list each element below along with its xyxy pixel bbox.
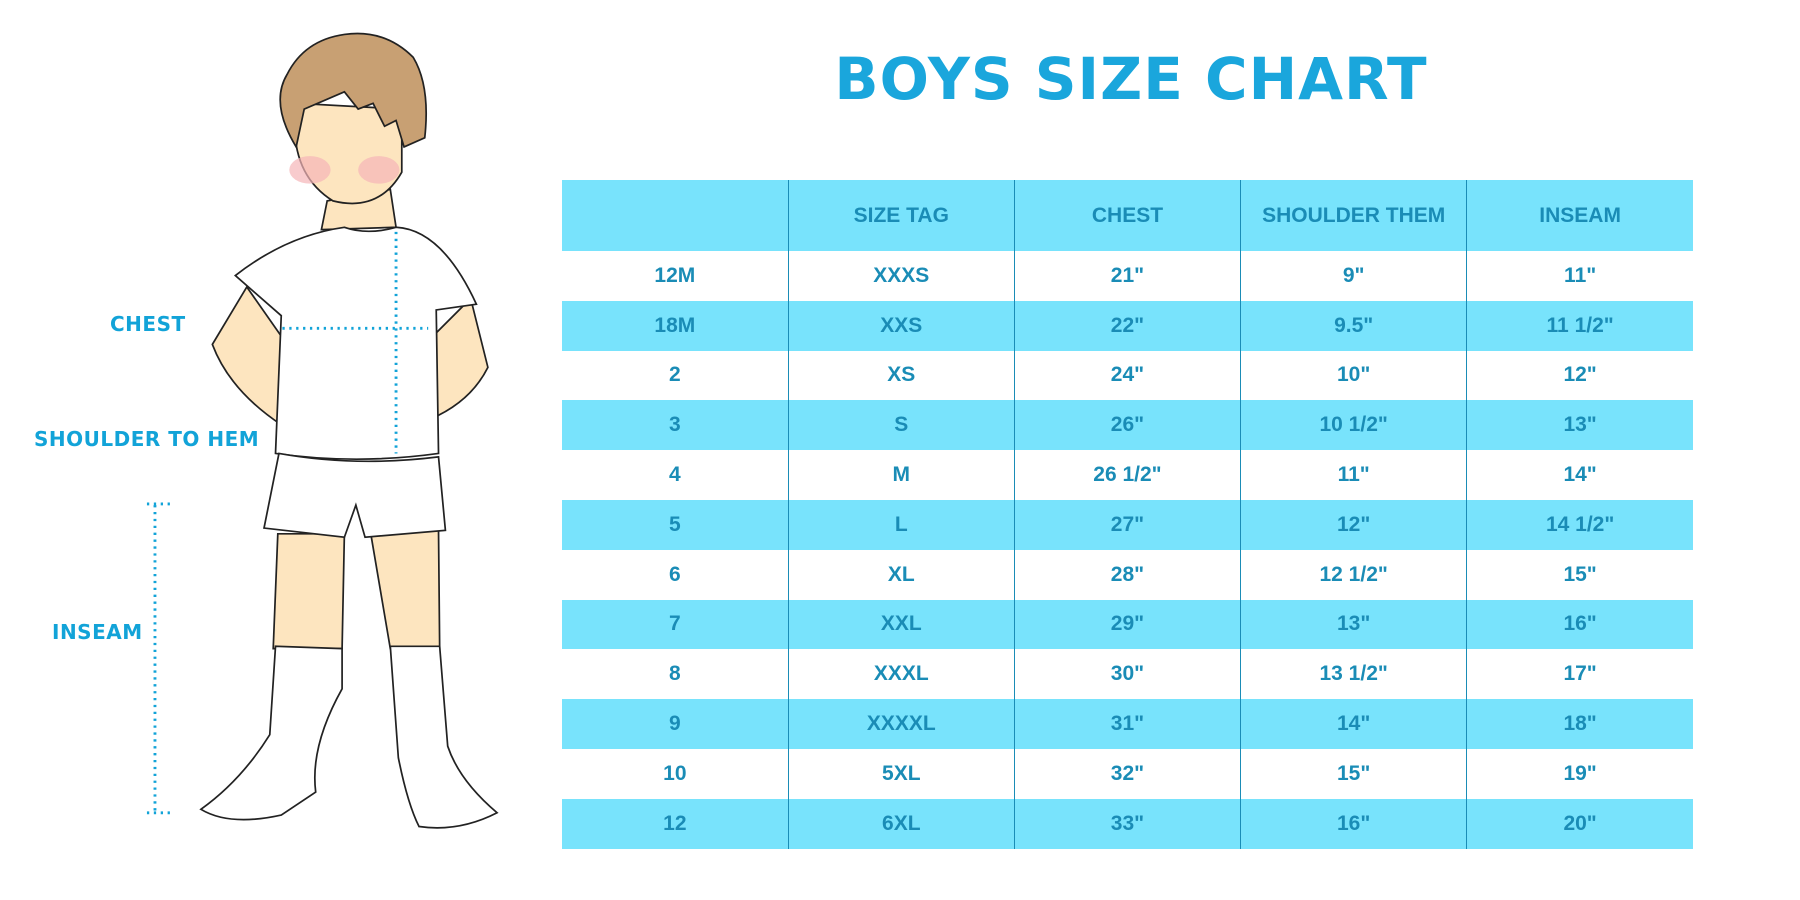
table-row: 12M XXXS 21" 9" 11" <box>562 251 1693 301</box>
cell-chest: 26 1/2" <box>1013 450 1241 500</box>
cell-size-tag: 6XL <box>787 798 1015 849</box>
cell-shoulder: 9.5" <box>1240 300 1467 351</box>
table-row: 4 M 26 1/2" 11" 14" <box>562 450 1693 500</box>
inseam-label: INSEAM <box>52 620 143 644</box>
cell-shoulder: 11" <box>1240 450 1467 500</box>
cell-size: 8 <box>669 662 681 686</box>
cell-shoulder: 14" <box>1240 699 1467 749</box>
cell-size-tag: L <box>787 499 1015 550</box>
cell-size: 18M <box>562 300 789 351</box>
cell-inseam: 20" <box>1466 798 1693 849</box>
cell-size: 3 <box>562 400 789 451</box>
cell-inseam: 11 1/2" <box>1466 300 1693 351</box>
cell-size: 9 <box>562 699 789 749</box>
size-table: SIZE TAG CHEST SHOULDER THEM INSEAM 12M X… <box>562 180 1693 849</box>
cell-inseam: 11" <box>1466 251 1693 301</box>
header-size <box>562 180 789 251</box>
cell-chest: 33" <box>1013 798 1241 849</box>
cell-inseam: 14 1/2" <box>1466 499 1693 550</box>
cell-size-tag: XXL <box>787 599 1015 650</box>
cell-size-tag: S <box>787 400 1015 451</box>
cell-inseam: 16" <box>1466 599 1693 650</box>
table-row: 6 XL 28" 12 1/2" 15" <box>562 549 1693 600</box>
cell-chest: 22" <box>1013 300 1241 351</box>
table-row: 10 5XL 32" 15" 19" <box>562 748 1693 799</box>
cell-shoulder: 16" <box>1240 798 1467 849</box>
table-row: 5 L 27" 12" 14 1/2" <box>562 499 1693 550</box>
cell-shoulder: 10 1/2" <box>1240 400 1467 451</box>
cell-size-tag: 5XL <box>787 748 1015 799</box>
cell-inseam: 12" <box>1466 350 1693 401</box>
cell-inseam: 14" <box>1466 450 1693 500</box>
cell-size-tag: XL <box>787 549 1015 600</box>
cell-chest: 28" <box>1013 549 1241 600</box>
cell-size: 5 <box>562 499 789 550</box>
cell-size-tag: XXXL <box>787 649 1015 700</box>
header-chest: CHEST <box>1013 180 1241 251</box>
table-row: 7 XXL 29" 13" 16" <box>562 599 1693 650</box>
cell-chest: 27" <box>1013 499 1241 550</box>
table-row: 18M XXS 22" 9.5" 11 1/2" <box>562 300 1693 351</box>
table-row: 8 XXXL 30" 13 1/2" 17" <box>562 649 1693 700</box>
cell-shoulder: 12" <box>1240 499 1467 550</box>
cell-shoulder: 10" <box>1240 350 1467 401</box>
cell-inseam: 13" <box>1466 400 1693 451</box>
cell-size-tag: XS <box>787 350 1015 401</box>
cell-shoulder: 13" <box>1240 599 1467 650</box>
table-row: 9 XXXXL 31" 14" 18" <box>562 699 1693 749</box>
cell-size: 10 <box>663 761 687 785</box>
cell-shoulder: 9" <box>1240 251 1467 301</box>
cell-chest: 30" <box>1013 649 1241 700</box>
cell-size: 6 <box>669 562 681 586</box>
cell-size: 7 <box>562 599 789 650</box>
cell-size: 2 <box>669 363 681 387</box>
header-size-tag: SIZE TAG <box>787 180 1015 251</box>
table-row: 12 6XL 33" 16" 20" <box>562 798 1693 849</box>
shoulder-to-hem-label: SHOULDER TO HEM <box>34 427 260 451</box>
cell-size: 4 <box>669 463 681 487</box>
cell-chest: 26" <box>1013 400 1241 451</box>
page-title: BOYS SIZE CHART <box>834 45 1428 113</box>
cell-inseam: 15" <box>1466 549 1693 600</box>
chest-label: CHEST <box>110 312 186 336</box>
header-inseam: INSEAM <box>1466 180 1693 251</box>
cell-size-tag: M <box>787 450 1015 500</box>
table-header-row: SIZE TAG CHEST SHOULDER THEM INSEAM <box>562 180 1693 251</box>
table-row: 3 S 26" 10 1/2" 13" <box>562 400 1693 451</box>
cell-size-tag: XXS <box>787 300 1015 351</box>
cell-chest: 21" <box>1013 251 1241 301</box>
cell-chest: 29" <box>1013 599 1241 650</box>
cell-inseam: 19" <box>1466 748 1693 799</box>
cell-chest: 24" <box>1013 350 1241 401</box>
cell-size-tag: XXXS <box>787 251 1015 301</box>
table-row: 2 XS 24" 10" 12" <box>562 350 1693 401</box>
cell-shoulder: 12 1/2" <box>1240 549 1467 600</box>
cell-size-tag: XXXXL <box>787 699 1015 749</box>
cell-chest: 32" <box>1013 748 1241 799</box>
cell-inseam: 18" <box>1466 699 1693 749</box>
cell-size: 12M <box>654 263 696 287</box>
header-shoulder: SHOULDER THEM <box>1240 180 1467 251</box>
cell-inseam: 17" <box>1466 649 1693 700</box>
cell-shoulder: 15" <box>1240 748 1467 799</box>
cell-size: 12 <box>562 798 789 849</box>
cell-shoulder: 13 1/2" <box>1240 649 1467 700</box>
cell-chest: 31" <box>1013 699 1241 749</box>
